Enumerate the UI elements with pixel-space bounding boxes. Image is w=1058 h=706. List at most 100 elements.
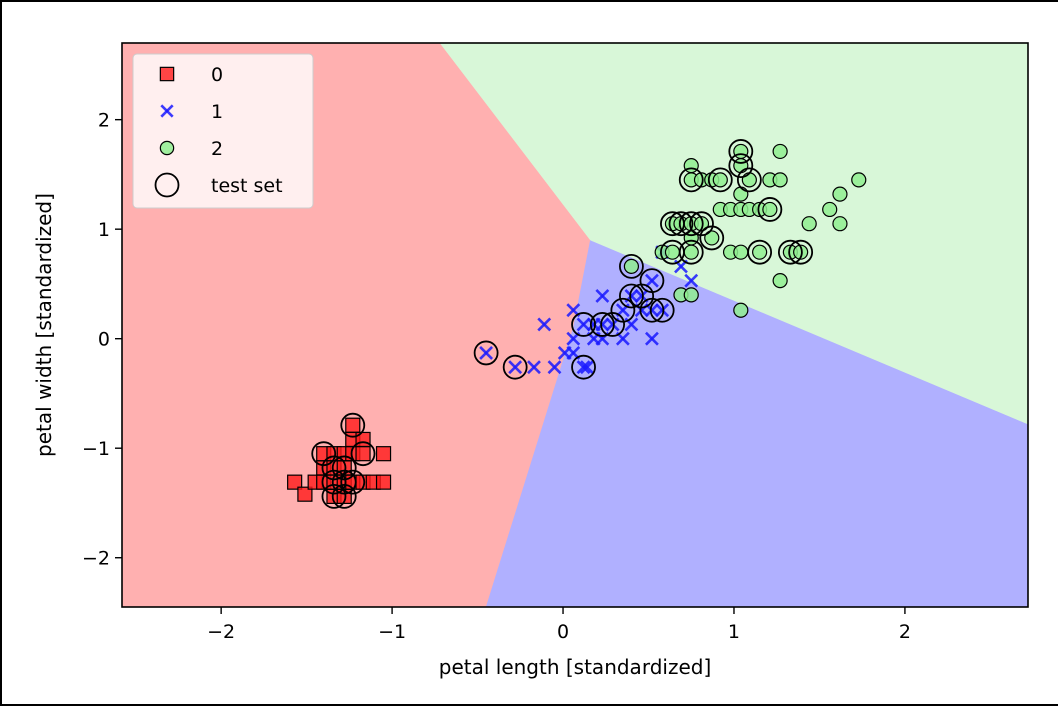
data-point-class-2 bbox=[683, 244, 699, 260]
test-set-marker bbox=[340, 469, 366, 495]
y-axis-ticks: −2 −1 0 1 2 bbox=[82, 110, 122, 570]
data-point-class-0 bbox=[345, 417, 361, 433]
test-set-marker bbox=[502, 354, 528, 380]
data-point-class-2 bbox=[822, 201, 838, 218]
data-point-class-0 bbox=[355, 446, 371, 462]
y-tick-label: −1 bbox=[82, 438, 110, 460]
test-set-marker bbox=[473, 340, 499, 366]
data-point-class-2 bbox=[832, 216, 848, 232]
legend-marker-0 bbox=[159, 66, 175, 82]
y-axis-label: petal width [standardized] bbox=[32, 193, 56, 457]
test-set-marker bbox=[660, 239, 685, 265]
test-set-marker bbox=[639, 297, 665, 323]
data-point-class-2 bbox=[693, 216, 710, 232]
y-tick-label: 2 bbox=[98, 110, 110, 132]
data-point-class-2 bbox=[752, 244, 768, 260]
test-set-marker bbox=[736, 167, 762, 193]
test-set-marker bbox=[321, 483, 347, 509]
data-point-class-2 bbox=[772, 172, 788, 188]
data-point-class-1 bbox=[595, 317, 610, 332]
test-set-marker bbox=[660, 211, 685, 237]
test-set-marker bbox=[610, 297, 636, 323]
x-tick-label: 1 bbox=[728, 621, 740, 643]
data-point-class-2 bbox=[683, 158, 699, 174]
legend-marker-2 bbox=[159, 140, 175, 156]
data-point-class-2 bbox=[772, 273, 788, 289]
x-axis-label: petal length [standardized] bbox=[439, 655, 712, 679]
legend-label: 0 bbox=[211, 64, 223, 86]
legend-marker-test-set bbox=[154, 172, 180, 198]
data-point-class-2 bbox=[712, 172, 728, 188]
legend: 0 1 2 test set bbox=[132, 53, 314, 209]
legend-label: 2 bbox=[211, 138, 223, 160]
data-point-class-0 bbox=[287, 474, 303, 490]
test-set-marker bbox=[757, 197, 783, 222]
test-set-marker bbox=[600, 312, 626, 337]
data-point-class-1 bbox=[645, 331, 659, 346]
plot-area-border bbox=[121, 42, 1029, 608]
test-set-marker bbox=[747, 239, 773, 265]
test-set-markers bbox=[311, 139, 814, 509]
test-set-marker bbox=[649, 297, 675, 323]
test-set-marker bbox=[571, 312, 596, 337]
x-tick-label: 0 bbox=[557, 621, 569, 643]
test-set-marker bbox=[699, 225, 725, 251]
data-point-class-2 bbox=[772, 143, 788, 160]
test-set-marker bbox=[331, 469, 357, 495]
test-set-marker bbox=[707, 167, 733, 193]
data-point-class-1 bbox=[645, 273, 659, 288]
test-set-marker bbox=[321, 469, 347, 495]
data-point-class-0 bbox=[297, 486, 313, 502]
legend-box bbox=[132, 53, 314, 209]
y-tick-label: −2 bbox=[82, 548, 110, 570]
data-point-class-2 bbox=[832, 186, 848, 202]
data-point-class-2 bbox=[793, 244, 809, 260]
test-set-marker bbox=[331, 483, 357, 509]
y-tick-label: 1 bbox=[98, 219, 110, 241]
legend-marker-1 bbox=[160, 104, 174, 118]
data-point-class-1 bbox=[655, 303, 670, 318]
x-tick-label: −2 bbox=[207, 621, 235, 643]
data-point-class-1 bbox=[547, 360, 562, 375]
data-point-class-1 bbox=[576, 360, 591, 375]
test-set-marker bbox=[678, 211, 704, 237]
data-point-class-1 bbox=[580, 360, 594, 375]
data-point-class-2 bbox=[704, 230, 720, 246]
data-point-class-2 bbox=[733, 244, 749, 260]
x-tick-label: −1 bbox=[378, 621, 406, 643]
test-set-marker bbox=[777, 239, 803, 265]
test-set-marker bbox=[678, 239, 704, 265]
data-point-class-2 bbox=[664, 244, 681, 260]
data-point-class-2 bbox=[733, 143, 749, 160]
test-set-marker bbox=[331, 455, 357, 481]
data-point-class-1 bbox=[576, 317, 591, 332]
y-tick-label: 0 bbox=[98, 329, 110, 351]
legend-label: 1 bbox=[211, 101, 223, 123]
test-set-marker bbox=[311, 441, 337, 467]
data-point-class-1 bbox=[595, 289, 610, 303]
test-set-marker bbox=[639, 268, 665, 294]
test-set-marker bbox=[728, 139, 754, 164]
data-point-class-1 bbox=[527, 360, 541, 375]
test-set-marker bbox=[350, 441, 376, 467]
data-point-class-2 bbox=[683, 287, 699, 303]
test-set-marker bbox=[788, 239, 814, 265]
test-set-marker bbox=[678, 167, 704, 193]
data-point-class-1 bbox=[479, 346, 494, 360]
data-point-class-2 bbox=[801, 216, 817, 232]
data-point-class-2 bbox=[741, 172, 757, 188]
x-axis-ticks: −2 −1 0 1 2 bbox=[207, 607, 911, 643]
test-set-marker bbox=[340, 412, 366, 438]
data-point-class-2 bbox=[733, 302, 749, 318]
data-point-class-1 bbox=[684, 273, 699, 288]
data-point-class-2 bbox=[733, 158, 749, 174]
data-point-class-2 bbox=[762, 201, 778, 218]
test-set-marker bbox=[619, 283, 644, 309]
test-set-marker bbox=[321, 455, 347, 481]
x-tick-label: 2 bbox=[899, 621, 911, 643]
data-point-class-1 bbox=[537, 317, 552, 332]
data-point-class-2 bbox=[851, 172, 867, 188]
test-set-marker bbox=[619, 254, 644, 279]
data-point-class-0 bbox=[375, 446, 392, 462]
